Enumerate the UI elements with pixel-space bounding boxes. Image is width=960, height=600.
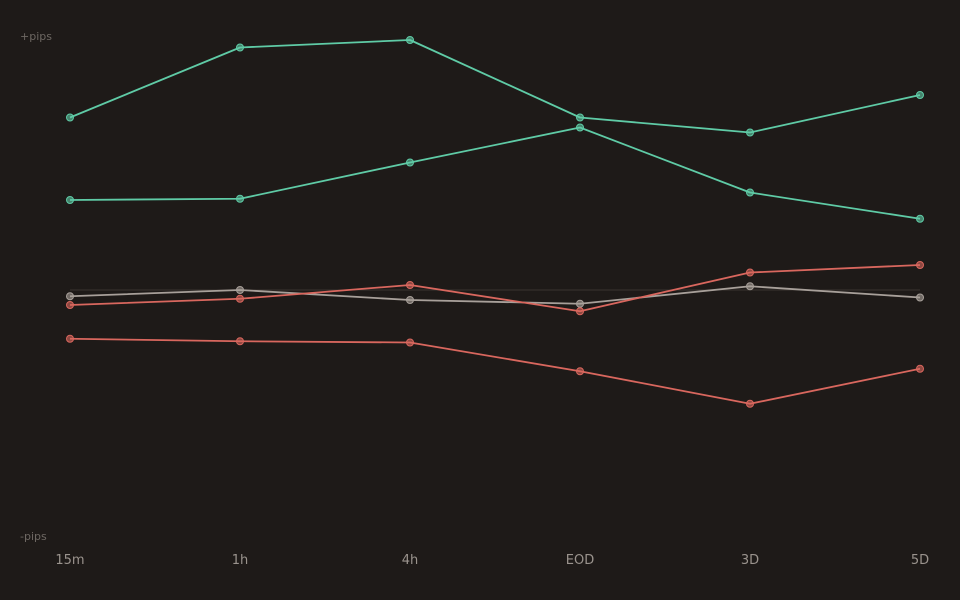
series-1-point-3D[interactable] bbox=[746, 128, 754, 137]
series-5-point-EOD[interactable] bbox=[576, 367, 584, 376]
series-5-point-5D[interactable] bbox=[916, 364, 924, 373]
x-tick-label: EOD bbox=[566, 553, 594, 568]
series-1-point-15m[interactable] bbox=[66, 113, 74, 122]
series-4-line bbox=[69, 264, 921, 313]
series-3-point-1h[interactable] bbox=[236, 286, 244, 294]
series-4-point-1h[interactable] bbox=[236, 294, 244, 303]
series-5-point-15m[interactable] bbox=[66, 334, 74, 343]
series-1-point-1h[interactable] bbox=[236, 43, 244, 52]
series-2-point-EOD[interactable] bbox=[576, 123, 584, 132]
series-1-point-4h[interactable] bbox=[406, 36, 414, 44]
x-tick-label: 15m bbox=[55, 553, 84, 568]
series-3-point-EOD[interactable] bbox=[576, 299, 584, 308]
x-tick-label: 4h bbox=[402, 553, 419, 568]
series-2-point-4h[interactable] bbox=[406, 158, 414, 167]
series-3-point-5D[interactable] bbox=[916, 293, 924, 302]
series-5 bbox=[66, 334, 924, 408]
series-3 bbox=[66, 282, 924, 308]
series-3-point-4h[interactable] bbox=[406, 296, 414, 304]
series-4-point-5D[interactable] bbox=[916, 261, 924, 269]
series-2-point-5D[interactable] bbox=[916, 214, 924, 223]
series-3-point-3D[interactable] bbox=[746, 282, 754, 291]
series-4-point-EOD[interactable] bbox=[576, 307, 584, 316]
series-1-point-EOD[interactable] bbox=[576, 113, 584, 122]
series-2-line bbox=[69, 126, 921, 220]
series-5-point-1h[interactable] bbox=[236, 337, 244, 346]
y-axis-label-bottom: -pips bbox=[20, 530, 47, 543]
series-4-point-4h[interactable] bbox=[406, 281, 414, 289]
series-layer bbox=[66, 36, 924, 408]
series-1-point-5D[interactable] bbox=[916, 91, 924, 99]
series-2-point-3D[interactable] bbox=[746, 188, 754, 197]
y-axis-label-top: +pips bbox=[20, 30, 52, 43]
series-3-line bbox=[69, 285, 921, 305]
x-tick-label: 5D bbox=[911, 553, 929, 568]
series-4 bbox=[66, 261, 924, 316]
series-2-point-15m[interactable] bbox=[66, 196, 74, 204]
series-5-point-3D[interactable] bbox=[746, 399, 754, 408]
series-2-point-1h[interactable] bbox=[236, 194, 244, 203]
x-axis-ticks: 15m 1h 4h EOD 3D 5D bbox=[55, 553, 929, 568]
series-5-point-4h[interactable] bbox=[406, 338, 414, 347]
series-3-point-15m[interactable] bbox=[66, 292, 74, 301]
series-2 bbox=[66, 123, 924, 223]
series-1 bbox=[66, 36, 924, 137]
series-5-line bbox=[69, 337, 921, 405]
series-1-line bbox=[69, 39, 921, 134]
series-4-point-3D[interactable] bbox=[746, 268, 754, 277]
x-tick-label: 1h bbox=[232, 553, 249, 568]
series-4-point-15m[interactable] bbox=[66, 301, 74, 309]
x-tick-label: 3D bbox=[741, 553, 759, 568]
